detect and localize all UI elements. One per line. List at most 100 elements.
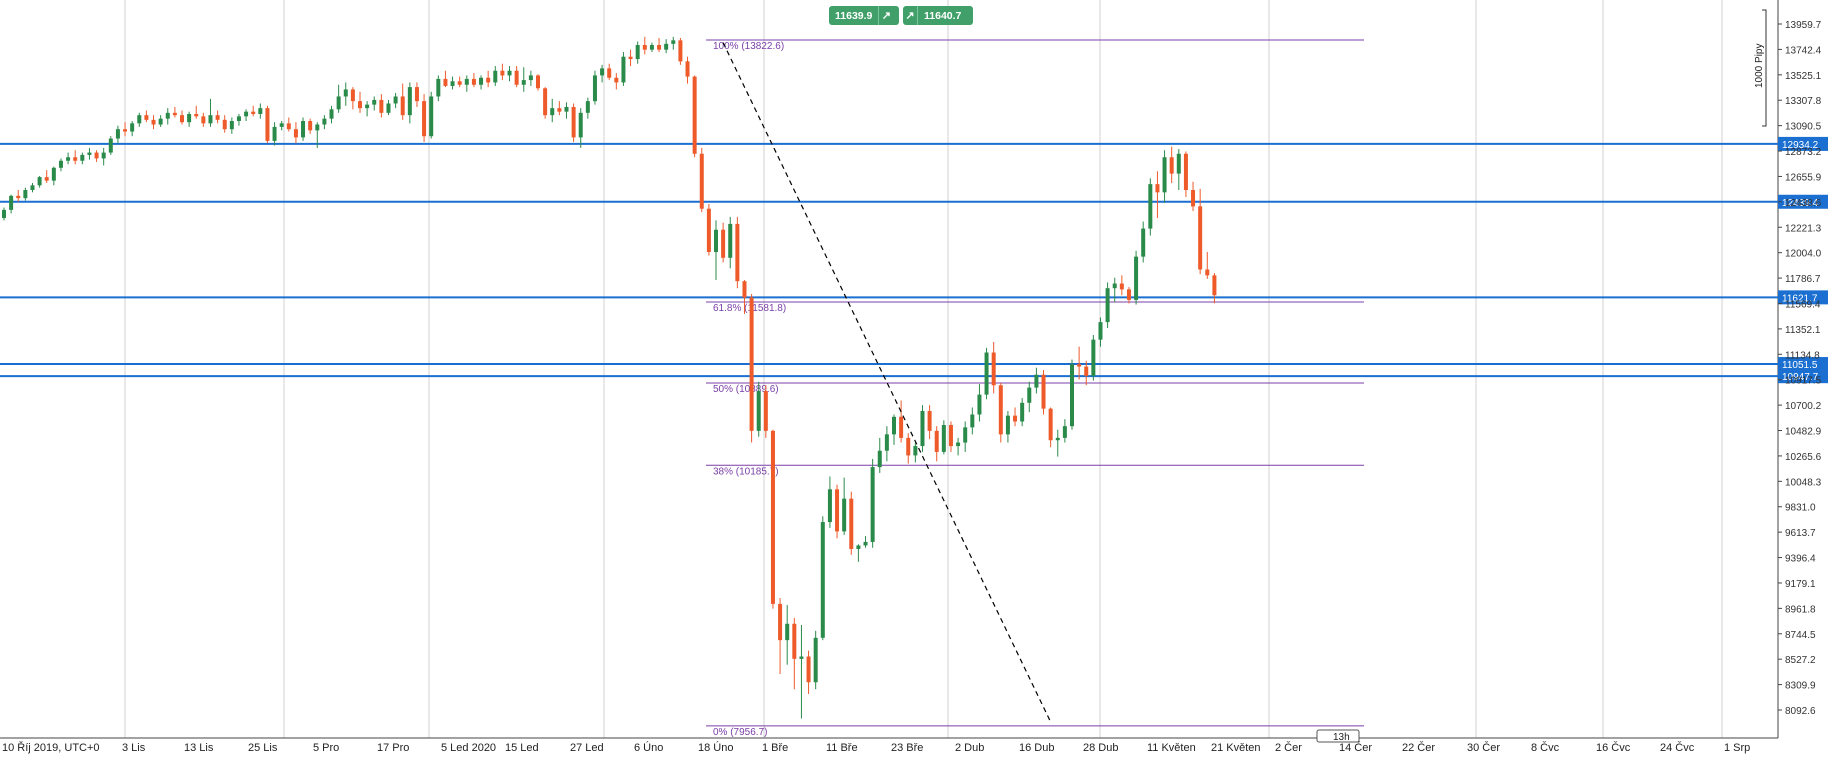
candle-body: [208, 115, 213, 124]
candle: [1105, 282, 1110, 328]
candle: [1205, 251, 1210, 279]
price-tick-label: 12873.2: [1785, 147, 1822, 158]
candle: [422, 94, 427, 143]
candle: [557, 101, 562, 116]
horizontal-line-price-tag[interactable]: [1778, 136, 1828, 151]
candle: [265, 105, 270, 144]
price-tick-label: 10917.5: [1785, 376, 1822, 387]
candle: [799, 624, 804, 719]
candle: [621, 52, 626, 86]
candle-body: [728, 223, 733, 258]
candle-body: [315, 124, 320, 131]
candle-body: [571, 106, 576, 138]
price-tick-label: 12221.3: [1785, 223, 1822, 234]
candle-body: [1198, 206, 1203, 270]
candle: [471, 73, 476, 88]
candle-body: [970, 414, 975, 428]
candle: [1070, 359, 1074, 430]
candle: [1141, 221, 1146, 263]
candle: [941, 420, 946, 455]
candle: [899, 400, 904, 443]
candle-body: [400, 96, 405, 116]
candle-body: [279, 123, 284, 127]
candle-body: [2, 209, 6, 219]
candle: [877, 437, 882, 473]
candle: [664, 39, 669, 54]
candle-body: [286, 123, 291, 130]
price-tick-label: 12004.0: [1785, 249, 1822, 260]
candle: [94, 150, 99, 162]
time-axis-label: 30 Čer: [1467, 741, 1500, 754]
price-tick-label: 9179.1: [1785, 579, 1816, 590]
candle: [1119, 275, 1124, 296]
price-tick-label: 8309.9: [1785, 681, 1816, 692]
sell-price-button[interactable]: 11639.9 ↗: [829, 6, 899, 25]
candle: [1191, 181, 1196, 212]
candle: [785, 605, 790, 665]
candle-body: [479, 77, 484, 85]
price-tick-label: 11134.8: [1785, 350, 1820, 361]
time-axis-label: 3 Lis: [122, 742, 146, 754]
time-axis-label: 11 Bře: [826, 742, 858, 754]
candle: [735, 216, 740, 289]
candle: [1048, 407, 1053, 448]
price-axis[interactable]: 13959.7 13742.4 13525.1 13307.8 13090.5 12873…: [1778, 20, 1822, 717]
candle: [1112, 277, 1117, 303]
candle-body: [172, 112, 177, 116]
candle-body: [194, 113, 199, 117]
candle-body: [749, 297, 754, 431]
candle-body: [137, 115, 142, 124]
candle-body: [1155, 184, 1160, 193]
candle-body: [158, 118, 163, 125]
horizontal-line-price-tag[interactable]: [1778, 194, 1828, 209]
candle-body: [827, 489, 832, 523]
candle: [16, 189, 21, 202]
candle: [343, 82, 348, 106]
candle: [1162, 150, 1167, 203]
horizontal-line-price-tag[interactable]: [1778, 357, 1828, 372]
candle: [1148, 178, 1153, 236]
candle: [728, 216, 733, 269]
candle-body: [870, 467, 875, 542]
price-tick-label: 10482.9: [1785, 427, 1822, 438]
candle-body: [1205, 269, 1210, 276]
candle: [329, 105, 334, 124]
price-tick-label: 9831.0: [1785, 503, 1816, 514]
candle-body: [1041, 374, 1046, 409]
candle-body: [350, 89, 355, 102]
buy-price-button[interactable]: ↗ 11640.7: [903, 6, 973, 25]
price-tick-label: 13959.7: [1785, 20, 1822, 31]
candle: [130, 121, 135, 137]
candle-body: [600, 68, 605, 76]
candle-body: [187, 113, 192, 123]
candle: [742, 280, 747, 314]
candle: [756, 381, 761, 437]
candle-body: [9, 195, 14, 210]
candle: [927, 405, 932, 440]
candle-body: [372, 99, 377, 105]
candle-body: [1148, 184, 1153, 229]
horizontal-line-price-label: 11051.5: [1782, 360, 1818, 371]
price-tick-label: 10048.3: [1785, 477, 1822, 488]
candle-body: [742, 281, 747, 298]
candle-body: [799, 656, 804, 659]
time-axis[interactable]: 10 Říj 2019, UTC+0 3 Lis 13 Lis 25 Lis 5 Pro…: [2, 741, 1750, 754]
candle-body: [1091, 339, 1096, 376]
horizontal-line-price-tag[interactable]: [1778, 369, 1828, 384]
candle: [699, 147, 704, 213]
candle: [649, 42, 654, 53]
candle-body: [1212, 275, 1217, 296]
candle: [1084, 360, 1089, 386]
candle-body: [180, 115, 184, 123]
candle-body: [1162, 157, 1167, 193]
candle-body: [1077, 364, 1082, 367]
candle: [80, 152, 85, 165]
time-axis-label: 13 Lis: [184, 742, 214, 754]
horizontal-line-price-tag[interactable]: [1778, 290, 1828, 305]
candle-body: [493, 70, 498, 83]
candle: [1098, 317, 1103, 347]
time-axis-label: 5 Led 2020: [441, 742, 496, 754]
